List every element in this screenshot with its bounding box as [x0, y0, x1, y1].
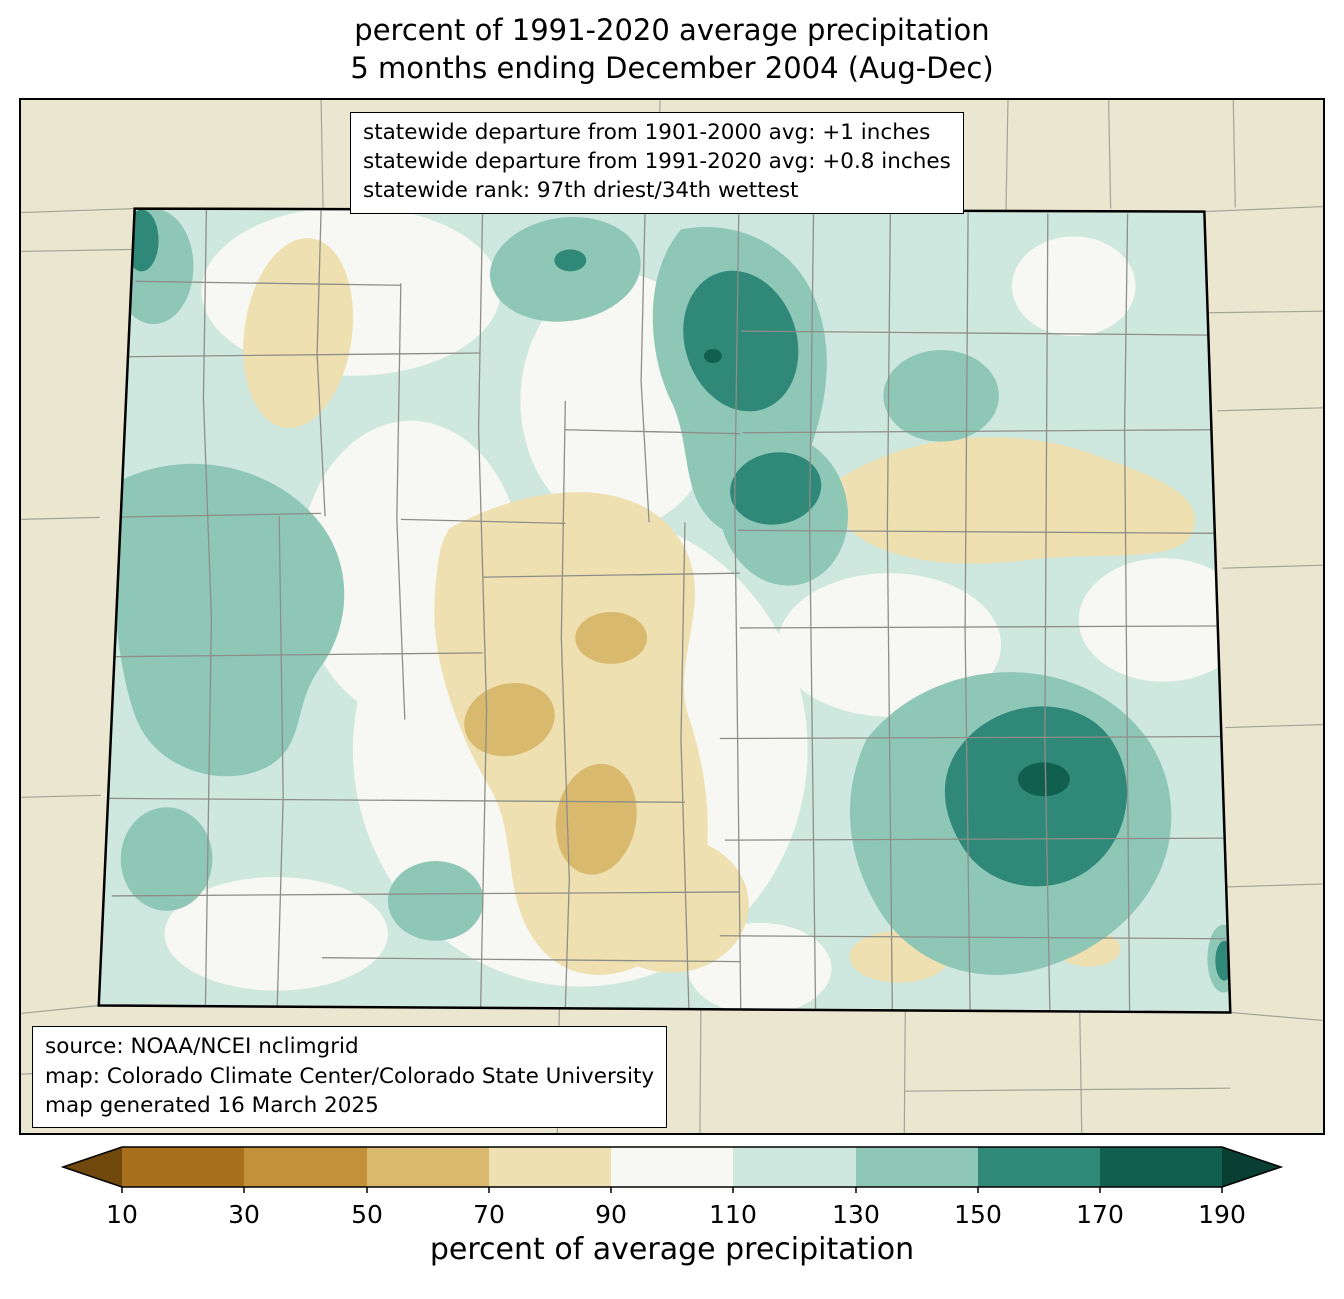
contour-region — [113, 463, 345, 777]
contour-region — [944, 706, 1128, 887]
colorbar-tick-label: 50 — [351, 1200, 383, 1229]
stats-line-2: statewide departure from 1991-2020 avg: … — [363, 149, 951, 175]
colorbar-segment — [122, 1147, 245, 1187]
colorbar-tick-label: 190 — [1198, 1200, 1246, 1229]
colorbar-ticks — [121, 1187, 1223, 1193]
contour-region — [1078, 558, 1231, 682]
contour-region — [1017, 762, 1070, 797]
contour-region — [683, 270, 799, 412]
county-boundaries — [99, 209, 1226, 1013]
colorbar-tick-label: 30 — [228, 1200, 260, 1229]
contour-region — [243, 238, 354, 429]
colorbar-tick-label: 10 — [106, 1200, 138, 1229]
page-title: percent of 1991-2020 average precipitati… — [0, 12, 1344, 87]
colorbar-segment — [611, 1147, 734, 1187]
source-line-3: map generated 16 March 2025 — [45, 1092, 379, 1118]
title-line-2: 5 months ending December 2004 (Aug-Dec) — [350, 50, 994, 85]
title-line-1: percent of 1991-2020 average precipitati… — [354, 13, 990, 47]
source-line-2: map: Colorado Climate Center/Colorado St… — [45, 1063, 655, 1089]
contour-region — [1011, 236, 1136, 337]
contour-region — [593, 837, 749, 973]
contour-region — [575, 612, 648, 664]
colorbar-right-arrow — [1222, 1147, 1281, 1187]
contour-region — [883, 350, 999, 442]
colorbar-segment — [978, 1147, 1101, 1187]
stats-line-3: statewide rank: 97th driest/34th wettest — [363, 178, 799, 204]
contour-region — [777, 573, 1001, 717]
contour-region — [120, 807, 213, 911]
colorbar-axis-label: percent of average precipitation — [429, 1232, 915, 1267]
source-line-1: source: NOAA/NCEI nclimgrid — [45, 1034, 359, 1060]
colorbar: 10 30 50 70 90 110 130 150 170 190 — [60, 1146, 1284, 1229]
colorbar-tick-label: 90 — [595, 1200, 627, 1229]
map-canvas: statewide departure from 1901-2000 avg: … — [19, 98, 1325, 1135]
colorbar-tick-label: 130 — [832, 1200, 880, 1229]
colorbar-segment — [856, 1147, 979, 1187]
colorbar-tick-label: 170 — [1076, 1200, 1124, 1229]
colorbar-segment — [367, 1147, 490, 1187]
contour-region — [164, 876, 388, 991]
colorbar-tick-label: 150 — [954, 1200, 1002, 1229]
colorbar-segment — [244, 1147, 368, 1187]
contour-region — [703, 349, 722, 363]
colorbar-left-arrow — [63, 1147, 122, 1187]
colorbar-segment — [1100, 1147, 1222, 1187]
colorbar-segment — [733, 1147, 857, 1187]
map-svg — [21, 100, 1323, 1133]
statewide-stats-box: statewide departure from 1901-2000 avg: … — [350, 112, 964, 214]
contour-region — [554, 249, 587, 272]
contour-fills — [98, 208, 1231, 1013]
colorbar-segment — [489, 1147, 612, 1187]
stats-line-1: statewide departure from 1901-2000 avg: … — [363, 120, 931, 145]
contour-region — [555, 763, 637, 875]
colorbar-tick-label: 110 — [709, 1200, 757, 1229]
neighbor-state-lines — [21, 100, 1323, 1133]
contour-region — [387, 861, 484, 941]
colorbar-tick-label: 70 — [473, 1200, 505, 1229]
contour-region — [730, 452, 822, 525]
source-attribution-box: source: NOAA/NCEI nclimgrid map: Colorad… — [32, 1026, 668, 1128]
